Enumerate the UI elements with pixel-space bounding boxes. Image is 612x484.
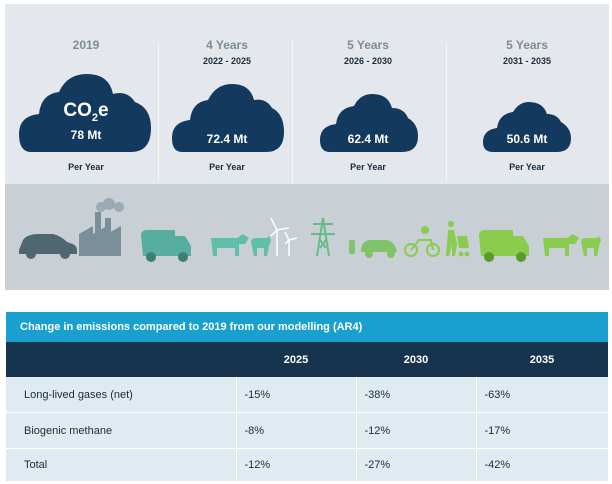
garbage-truck-icon <box>141 230 191 262</box>
per-year-label: Per Year <box>68 162 104 172</box>
period-range: 2026 - 2030 <box>343 56 393 66</box>
cattle-icon <box>543 234 601 256</box>
cattle-icon <box>211 234 271 256</box>
period-range: 2031 - 2035 <box>502 56 552 66</box>
emissions-infographic: 2019 CO2e 78 Mt Per Year 4 Years 2022 - … <box>5 4 609 290</box>
power-pylon-icon <box>311 217 335 257</box>
period-year: 5 Years <box>347 38 389 52</box>
cloud-icon <box>172 84 284 152</box>
per-year-label: Per Year <box>209 162 245 172</box>
table-row: Total -12% -27% -42% <box>6 448 608 482</box>
emission-amount: 78 Mt <box>70 128 102 142</box>
table-cell: -27% <box>356 448 477 482</box>
table-row: Long-lived gases (net) -15% -38% -63% <box>6 377 608 413</box>
table-header-row: 2025 2030 2035 <box>6 342 608 377</box>
table-cell: -12% <box>236 448 357 482</box>
table-cell: -63% <box>476 377 608 413</box>
per-year-label: Per Year <box>350 162 386 172</box>
table-header-cell: 2035 <box>476 342 608 377</box>
table-header-cell: 2025 <box>236 342 356 377</box>
cloud-icon <box>19 74 151 152</box>
table-title: Change in emissions compared to 2019 fro… <box>6 312 608 342</box>
table-cell: -38% <box>356 377 477 413</box>
period-divider <box>292 42 293 182</box>
row-label: Total <box>6 448 237 482</box>
period-2022-2025: 4 Years 2022 - 2025 72.4 Mt Per Year <box>164 4 290 182</box>
table-cell: -8% <box>236 412 357 449</box>
emission-amount: 50.6 Mt <box>506 132 548 146</box>
row-label: Biogenic methane <box>6 412 237 449</box>
emission-amount: 72.4 Mt <box>206 132 248 146</box>
table-header-cell: 2030 <box>356 342 476 377</box>
table-cell: -12% <box>356 412 477 449</box>
table-cell: -17% <box>476 412 608 449</box>
cyclist-icon <box>404 226 440 257</box>
co2e-label: CO2e <box>17 100 155 124</box>
period-2019: 2019 CO2e 78 Mt Per Year <box>17 4 155 182</box>
cloud-icon <box>320 94 418 152</box>
electric-car-icon <box>349 240 397 258</box>
emission-amount: 62.4 Mt <box>347 132 389 146</box>
period-divider <box>158 42 159 182</box>
period-divider <box>446 42 447 182</box>
car-icon <box>19 234 77 259</box>
period-year: 4 Years <box>206 38 248 52</box>
co2-text: CO <box>63 100 92 121</box>
co2-e-text: e <box>98 100 109 121</box>
transport-icons-row <box>19 198 601 262</box>
table-cell: -15% <box>236 377 357 413</box>
walker-icon <box>446 221 470 257</box>
period-range: 2022 - 2025 <box>202 56 252 66</box>
period-2031-2035: 5 Years 2031 - 2035 50.6 Mt Per Year <box>463 4 591 182</box>
wind-turbine-icon <box>270 217 298 256</box>
row-label: Long-lived gases (net) <box>6 377 237 413</box>
co2-subscript: 2 <box>91 111 99 124</box>
cloud-icon <box>483 102 571 152</box>
recycling-truck-icon <box>479 230 529 262</box>
period-year: 5 Years <box>506 38 548 52</box>
table-header-cell <box>6 342 236 377</box>
table-cell: -42% <box>476 448 608 482</box>
emissions-table: Change in emissions compared to 2019 fro… <box>6 312 608 482</box>
period-2026-2030: 5 Years 2026 - 2030 62.4 Mt Per Year <box>298 4 438 182</box>
emissions-table-grid: 2025 2030 2035 Long-lived gases (net) -1… <box>6 342 608 482</box>
factory-icon <box>79 198 124 256</box>
period-year: 2019 <box>72 38 100 52</box>
table-row: Biogenic methane -8% -12% -17% <box>6 412 608 449</box>
per-year-label: Per Year <box>509 162 545 172</box>
